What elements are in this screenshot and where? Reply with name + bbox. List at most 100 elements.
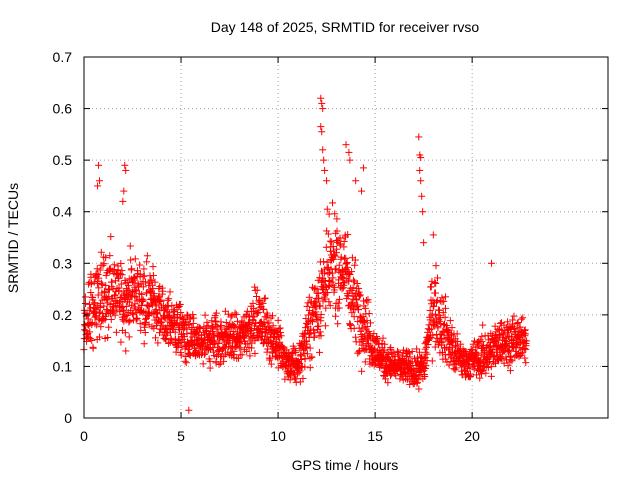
data-point	[317, 310, 325, 318]
data-point	[498, 326, 506, 334]
data-point	[509, 320, 517, 328]
data-point	[466, 373, 474, 381]
data-point	[429, 331, 437, 339]
data-point	[453, 330, 461, 338]
data-point	[215, 360, 223, 368]
data-point	[165, 340, 173, 348]
data-point	[136, 261, 144, 269]
data-point	[352, 333, 360, 341]
data-point	[335, 295, 343, 303]
data-point	[304, 299, 312, 307]
data-point	[168, 302, 176, 310]
data-point	[433, 296, 441, 304]
data-point	[269, 322, 277, 330]
data-point	[418, 192, 426, 200]
data-point	[203, 318, 211, 326]
data-point	[513, 319, 521, 327]
data-point	[421, 345, 429, 353]
data-point	[379, 334, 387, 342]
data-point	[487, 372, 495, 380]
data-point	[297, 356, 305, 364]
data-point	[329, 274, 337, 282]
data-point	[306, 364, 314, 372]
data-point	[151, 278, 159, 286]
data-point	[439, 338, 447, 346]
data-point	[111, 311, 119, 319]
data-point	[256, 304, 264, 312]
data-point	[127, 307, 135, 315]
data-point	[253, 309, 261, 317]
data-point	[318, 128, 326, 136]
data-point	[201, 349, 209, 357]
data-point	[491, 331, 499, 339]
data-point	[253, 286, 261, 294]
data-point	[488, 259, 496, 267]
data-point	[477, 351, 485, 359]
data-point	[341, 279, 349, 287]
data-point	[95, 284, 103, 292]
data-point	[365, 310, 373, 318]
data-point	[308, 353, 316, 361]
data-point	[159, 287, 167, 295]
data-point	[308, 309, 316, 317]
data-point	[96, 177, 104, 185]
data-point	[413, 345, 421, 353]
data-point	[334, 320, 342, 328]
data-point	[301, 363, 309, 371]
data-point	[96, 266, 104, 274]
data-point	[102, 254, 110, 262]
data-point	[514, 327, 522, 335]
data-point	[384, 379, 392, 387]
data-point	[306, 344, 314, 352]
data-point	[349, 276, 357, 284]
data-point	[324, 289, 332, 297]
data-point	[88, 336, 96, 344]
data-point	[140, 265, 148, 273]
data-point	[323, 177, 331, 185]
data-point	[340, 237, 348, 245]
data-point	[292, 349, 300, 357]
data-point	[317, 332, 325, 340]
data-point	[97, 248, 105, 256]
data-point	[133, 315, 141, 323]
data-point	[232, 311, 240, 319]
data-point	[161, 335, 169, 343]
data-point	[325, 282, 333, 290]
data-point	[260, 305, 268, 313]
data-point	[317, 94, 325, 102]
data-point	[110, 307, 118, 315]
data-point	[204, 322, 212, 330]
data-point	[346, 270, 354, 278]
data-point	[353, 303, 361, 311]
data-point	[504, 347, 512, 355]
data-point	[325, 298, 333, 306]
y-tick-label: 0.1	[53, 358, 73, 374]
data-point	[149, 263, 157, 271]
data-point	[335, 304, 343, 312]
data-point	[325, 276, 333, 284]
data-point	[333, 227, 341, 235]
data-point	[346, 320, 354, 328]
data-point	[266, 354, 274, 362]
y-tick-label: 0.4	[53, 204, 73, 220]
data-point	[121, 329, 129, 337]
data-point	[448, 324, 456, 332]
data-point	[261, 294, 269, 302]
data-point	[149, 271, 157, 279]
data-point	[131, 292, 139, 300]
data-point	[296, 367, 304, 375]
data-point	[521, 330, 529, 338]
x-tick-label: 0	[80, 428, 88, 444]
data-point	[322, 304, 330, 312]
data-point	[90, 299, 98, 307]
data-point	[122, 302, 130, 310]
data-point	[356, 291, 364, 299]
data-point	[104, 334, 112, 342]
data-point	[358, 367, 366, 375]
data-point	[337, 253, 345, 261]
data-point	[94, 291, 102, 299]
data-point	[442, 293, 450, 301]
y-tick-label: 0	[64, 410, 72, 426]
data-point	[127, 256, 135, 264]
data-point	[186, 315, 194, 323]
